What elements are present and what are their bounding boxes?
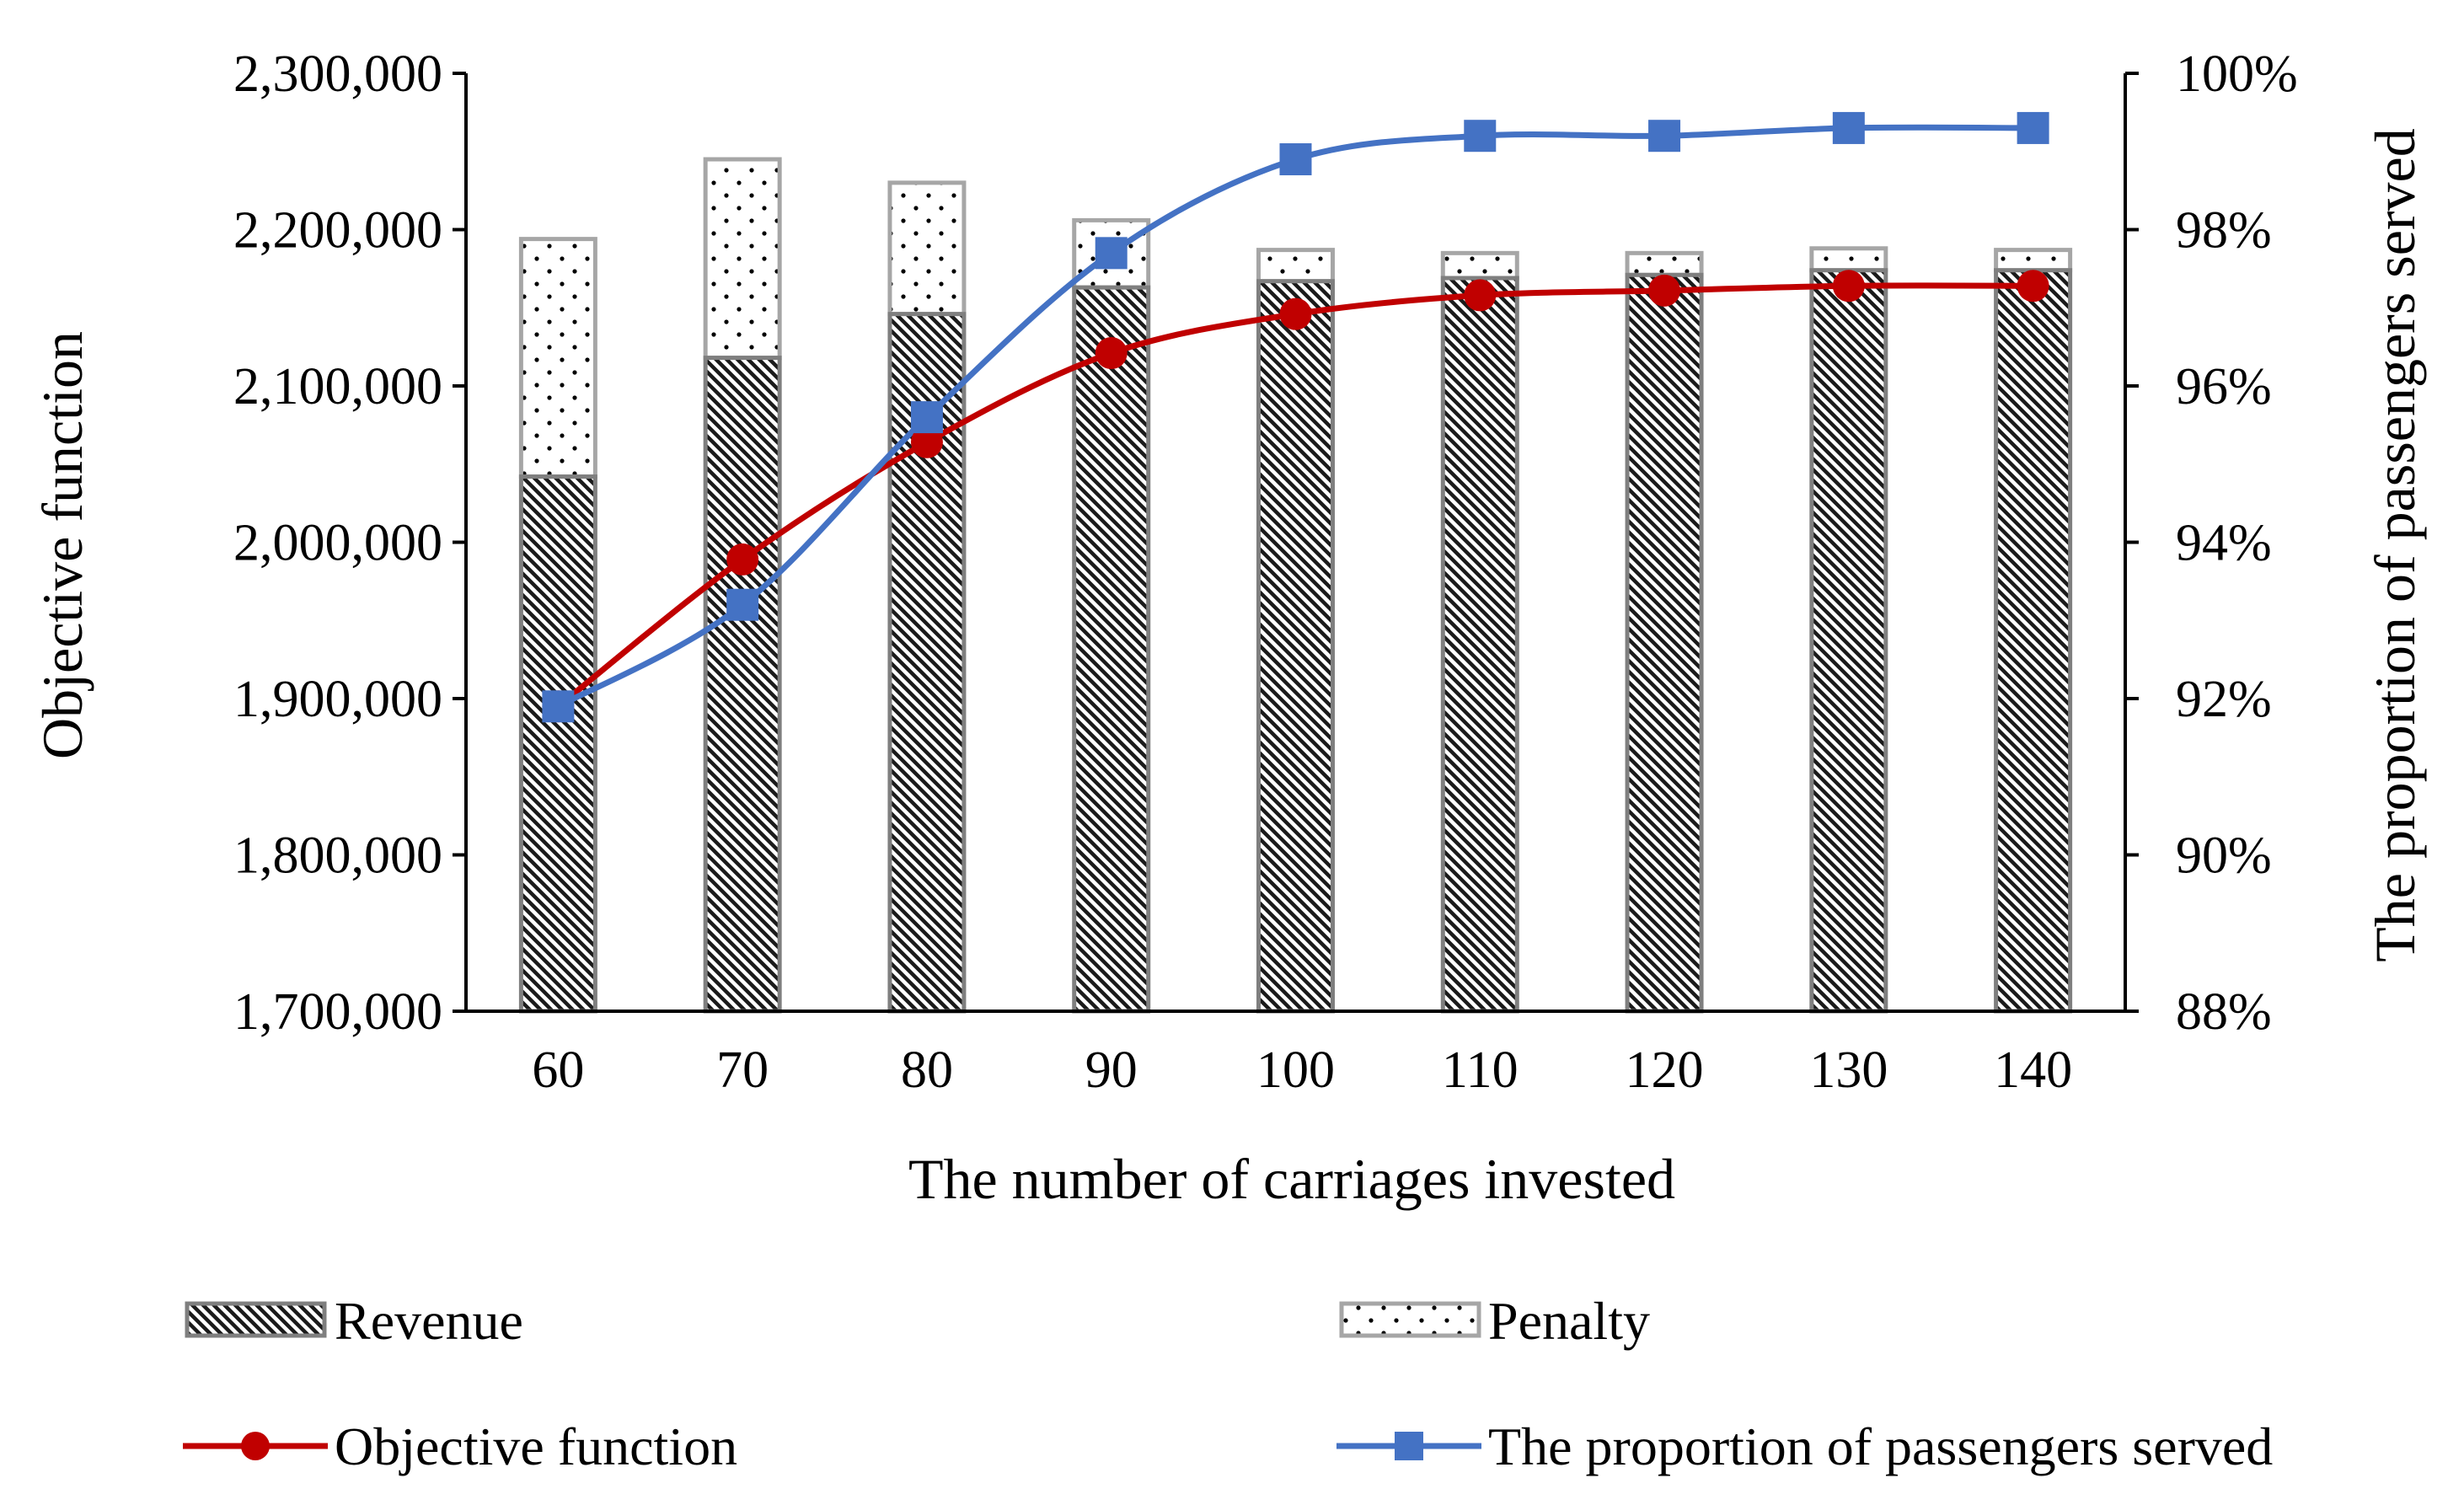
y-tick-label: 1,700,000: [233, 983, 442, 1041]
objective-function-point-70: [726, 543, 759, 576]
y2-tick-label: 94%: [2176, 515, 2272, 572]
y2-tick-label: 100%: [2176, 46, 2298, 103]
legend-marker-objective-function: [241, 1432, 270, 1460]
revenue-bar-110: [1440, 276, 1519, 1014]
proportion-served-point-100: [1279, 143, 1312, 176]
y2-tick-label: 92%: [2176, 671, 2272, 728]
x-tick-label: 120: [1626, 1042, 1704, 1099]
y-axis-title: Objective function: [30, 331, 94, 759]
revenue-bar-120: [1625, 272, 1704, 1014]
y2-tick-label: 96%: [2176, 358, 2272, 415]
legend-item-penalty: Penalty: [1339, 1291, 1650, 1351]
y-tick-label: 1,900,000: [233, 671, 442, 728]
revenue-bar-60: [518, 474, 597, 1014]
proportion-served-point-120: [1648, 120, 1681, 153]
lines-group: [542, 111, 2049, 723]
proportion-served-point-110: [1464, 120, 1497, 153]
revenue-bar-100: [1256, 279, 1335, 1014]
legend: Revenue Penalty Objective function The p…: [183, 1291, 2273, 1476]
legend-item-revenue: Revenue: [185, 1291, 523, 1351]
penalty-bar-140: [1994, 248, 2073, 273]
x-tick-label: 70: [716, 1042, 769, 1099]
x-tick-label: 130: [1809, 1042, 1888, 1099]
objective-function-point-80: [910, 426, 943, 458]
y2-axis-title: The proportion of passengers served: [2363, 128, 2427, 962]
x-tick-label: 60: [532, 1042, 584, 1099]
y2-tick-label: 90%: [2176, 827, 2272, 885]
y-tick-label: 2,300,000: [233, 46, 442, 103]
penalty-bar-130: [1809, 246, 1888, 273]
x-tick-label: 100: [1256, 1042, 1335, 1099]
x-tick-label: 80: [901, 1042, 953, 1099]
legend-item-objective-function: Objective function: [183, 1417, 737, 1476]
proportion-served-point-70: [726, 588, 759, 621]
y2-tick-label: 88%: [2176, 983, 2272, 1041]
y-tick-label: 2,100,000: [233, 358, 442, 415]
proportion-served-point-140: [2017, 111, 2049, 144]
objective-function-point-130: [1832, 270, 1865, 303]
penalty-bar-80: [887, 180, 967, 317]
penalty-bar-120: [1625, 250, 1704, 277]
revenue-bar-70: [703, 356, 782, 1014]
x-tick-label: 140: [1994, 1042, 2072, 1099]
penalty-bar-100: [1256, 248, 1335, 284]
revenue-bar-90: [1072, 285, 1151, 1014]
objective-function-point-100: [1279, 297, 1312, 330]
y-tick-label: 2,000,000: [233, 515, 442, 572]
penalty-bar-110: [1440, 250, 1519, 281]
revenue-bar-140: [1994, 268, 2073, 1014]
x-tick-label: 110: [1442, 1042, 1519, 1099]
legend-marker-proportion-served: [1395, 1432, 1423, 1460]
legend-label-proportion-served: The proportion of passengers served: [1488, 1417, 2273, 1476]
proportion-served-point-80: [910, 401, 943, 434]
penalty-bar-60: [518, 237, 597, 479]
objective-function-point-110: [1464, 279, 1497, 312]
legend-label-revenue: Revenue: [335, 1291, 523, 1351]
objective-function-line: [556, 282, 2033, 710]
y-tick-label: 1,800,000: [233, 827, 442, 885]
proportion-served-point-90: [1095, 237, 1128, 270]
x-tick-label: 90: [1085, 1042, 1138, 1099]
y-tick-label: 2,200,000: [233, 202, 442, 260]
axes-group: [453, 72, 2139, 1013]
legend-label-penalty: Penalty: [1488, 1291, 1650, 1351]
proportion-served-point-60: [542, 690, 575, 723]
legend-label-objective-function: Objective function: [335, 1417, 737, 1476]
proportion-served-line: [556, 124, 2033, 710]
objective-function-point-90: [1095, 337, 1128, 370]
legend-item-proportion-served: The proportion of passengers served: [1336, 1417, 2273, 1476]
revenue-bar-130: [1809, 268, 1888, 1014]
objective-function-point-140: [2017, 270, 2049, 303]
legend-swatch-revenue: [185, 1301, 327, 1338]
proportion-served-point-130: [1832, 111, 1865, 144]
y2-tick-label: 98%: [2176, 202, 2272, 260]
penalty-bar-70: [703, 157, 782, 361]
legend-swatch-penalty: [1339, 1301, 1481, 1338]
ticks-group: 1,700,000 1,800,000 1,900,000 2,000,000 2,10…: [233, 46, 2298, 1099]
objective-function-point-120: [1648, 274, 1681, 307]
x-axis-title: The number of carriages invested: [908, 1147, 1675, 1211]
